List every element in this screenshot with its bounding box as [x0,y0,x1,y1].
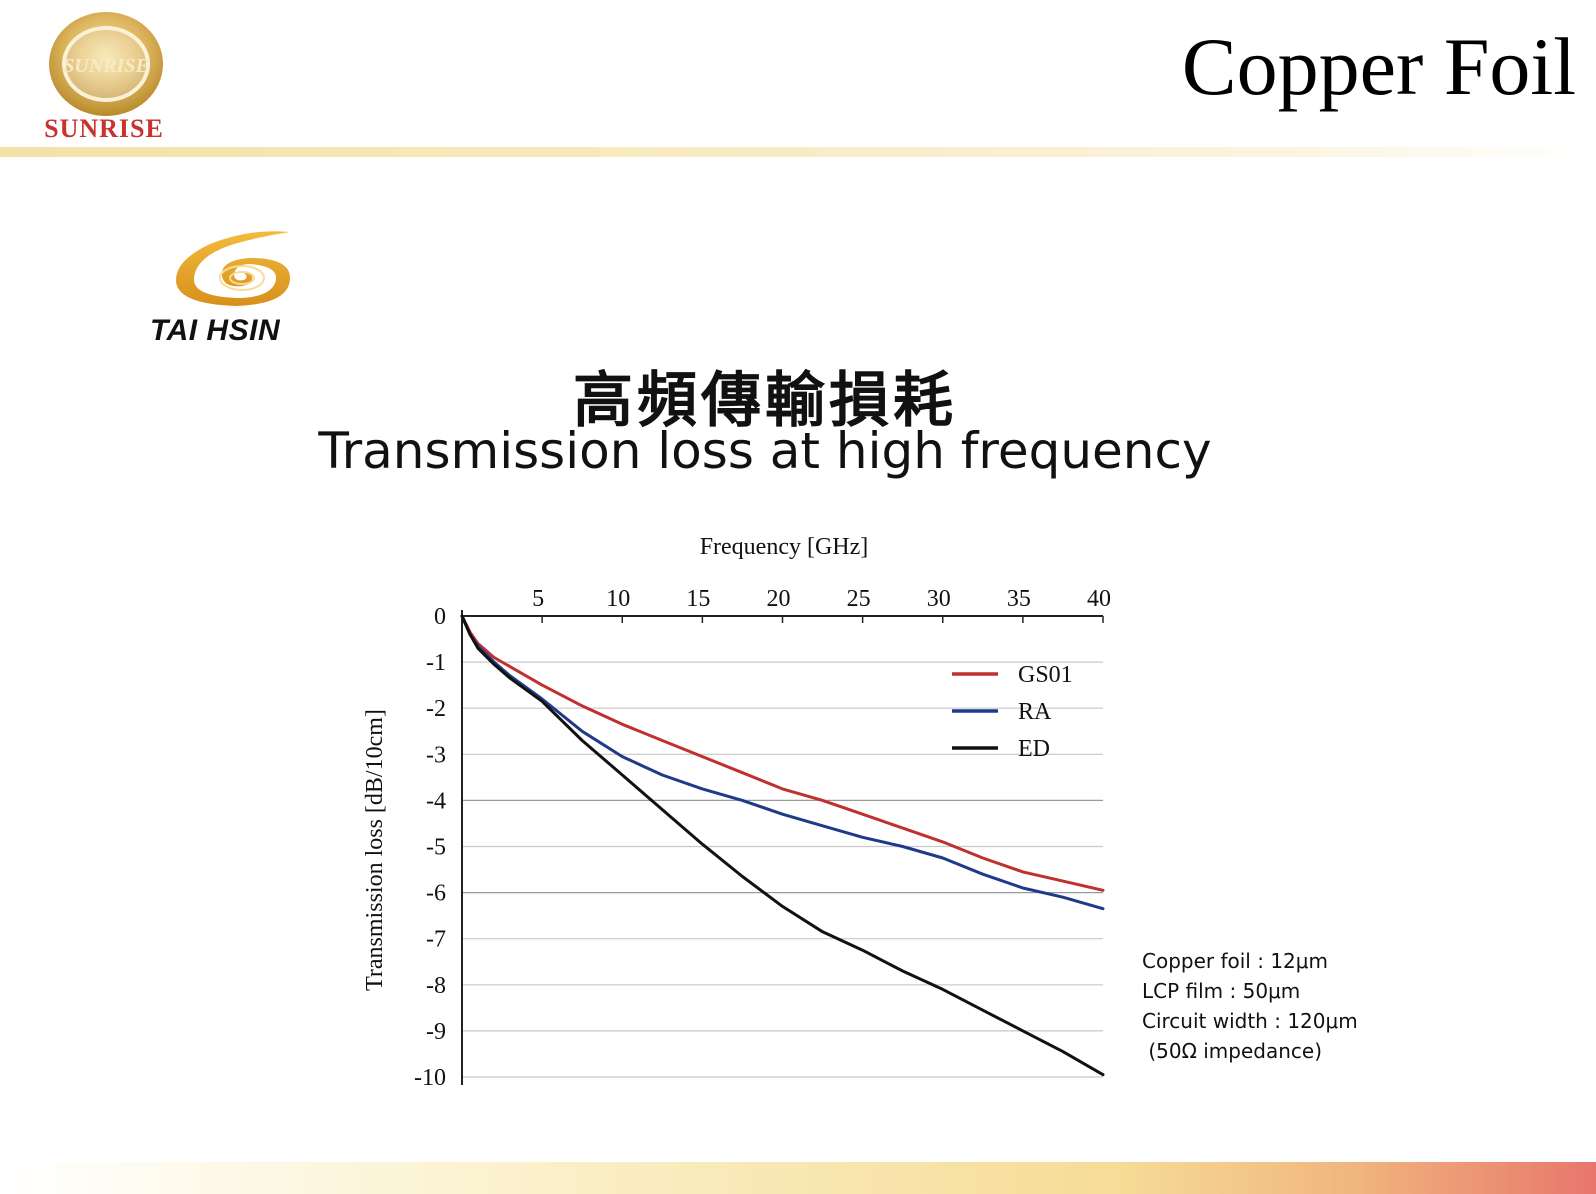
x-tick-label-6: 35 [1007,586,1031,612]
legend-label-ed: ED [1018,736,1050,762]
chart-grid [462,661,1103,1078]
header-band [0,147,1596,157]
y-tick-label-1: -1 [426,650,446,676]
spec-circuit-width: Circuit width : 120μm [1142,1009,1358,1033]
y-tick-label-7: -7 [426,927,446,953]
footer-band [0,1162,1596,1194]
y-tick-label-8: -8 [426,973,446,999]
taihsin-logo [176,231,290,306]
sunrise-logo: SUNRISE [49,12,163,116]
chart-series [460,614,1105,1077]
spec-copper-foil: Copper foil : 12μm [1142,949,1328,973]
chart-title-en: Transmission loss at high frequency [318,422,1212,480]
x-tick-label-5: 30 [927,586,951,612]
x-tick-label-4: 25 [847,586,871,612]
series-line-gs01 [460,614,1105,892]
chart-legend: GS01 RA ED [952,662,1073,762]
page-title: Copper Foil [1181,21,1576,112]
brand-name: SUNRISE [44,114,164,143]
y-axis-label: Transmission loss [dB/10cm] [362,709,388,991]
x-tick-label-1: 10 [606,586,630,612]
x-tick-label-0: 5 [532,586,544,612]
chart-title-zh: 高頻傳輸損耗 [573,366,957,436]
specs-annotation: Copper foil : 12μm LCP film : 50μm Circu… [1142,946,1358,1066]
taihsin-name: TAI HSIN [150,314,281,347]
x-tick-label-7: 40 [1087,586,1111,612]
x-tick-label-3: 20 [767,586,791,612]
sunrise-logo-text: SUNRISE [63,55,149,77]
y-tick-label-0: 0 [434,604,446,630]
series-line-ra [460,614,1105,911]
spec-lcp-film: LCP film : 50μm [1142,979,1301,1003]
y-tick-label-3: -3 [426,742,446,768]
y-tick-label-9: -9 [426,1019,446,1045]
legend-label-ra: RA [1018,699,1052,725]
legend-label-gs01: GS01 [1018,662,1073,688]
y-tick-label-6: -6 [426,881,446,907]
y-tick-label-5: -5 [426,835,446,861]
y-tick-label-10: -10 [414,1065,446,1091]
x-axis-label: Frequency [GHz] [700,534,869,560]
spec-impedance: (50Ω impedance) [1142,1039,1323,1063]
series-line-ed [460,614,1105,1077]
x-tick-label-2: 15 [686,586,710,612]
y-tick-label-4: -4 [426,788,446,814]
y-tick-label-2: -2 [426,696,446,722]
chart-axes: 5 10 15 20 25 30 35 40 0 -1 -2 -3 -4 -5 -6 -7 -8 -9 -10 [414,586,1111,1091]
